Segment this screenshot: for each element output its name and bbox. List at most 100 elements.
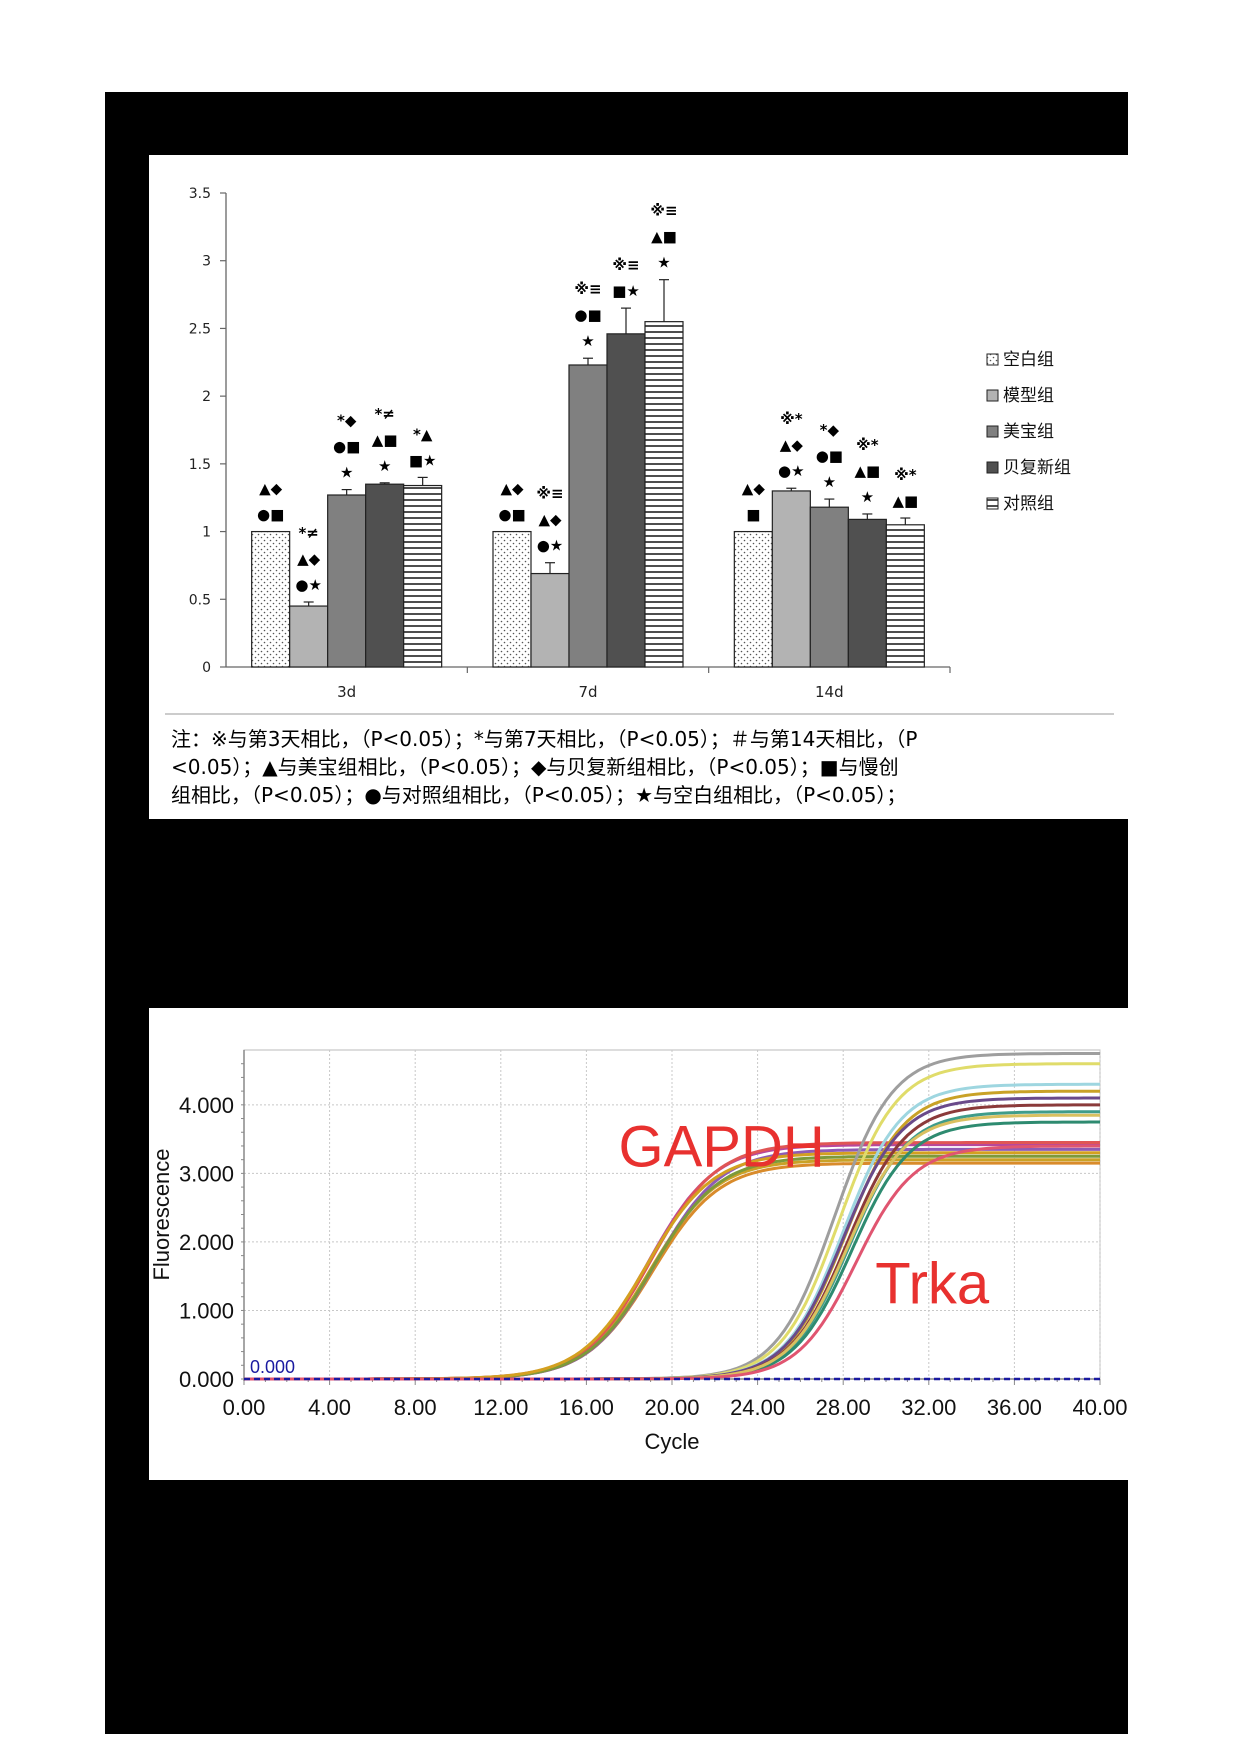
significance-mark: ●★ <box>778 462 805 480</box>
y-tick-label: 3 <box>202 254 211 270</box>
legend-swatch <box>986 425 999 438</box>
significance-mark: ※≡ <box>536 485 563 503</box>
significance-mark: ●■ <box>816 447 843 465</box>
y-tick-label: 1.000 <box>179 1298 234 1323</box>
legend-entry: 美宝组 <box>1003 422 1054 442</box>
significance-mark: ★ <box>657 254 670 272</box>
significance-mark: ▲■ <box>372 431 398 449</box>
significance-mark: ▲◆ <box>500 480 524 498</box>
y-tick-label: 4.000 <box>179 1093 234 1118</box>
bar <box>289 605 329 668</box>
significance-mark: ※* <box>894 466 917 484</box>
significance-mark: ■★ <box>409 451 437 469</box>
legend-swatch <box>986 497 999 510</box>
legend-swatch <box>986 353 999 366</box>
bar <box>606 333 646 668</box>
legend-entry: 贝复新组 <box>1003 458 1071 478</box>
y-tick-label: 1.5 <box>189 457 211 473</box>
legend-swatch <box>986 389 999 402</box>
x-category-label: 14d <box>815 683 844 701</box>
significance-mark: *≠ <box>298 524 318 542</box>
bar <box>365 483 405 668</box>
x-category-label: 7d <box>578 683 597 701</box>
bar <box>847 518 887 668</box>
legend-entry: 空白组 <box>1003 350 1054 370</box>
bar <box>530 572 570 668</box>
y-tick-label: 3.000 <box>179 1161 234 1186</box>
bar <box>733 530 773 668</box>
pcr-chart-panel: 0.00 4.00 8.00 12.00 16.00 20.00 24.00 28.00 32.… <box>149 1008 1128 1480</box>
significance-mark: ▲◆ <box>259 480 283 498</box>
x-tick-label: 0.00 <box>223 1395 266 1420</box>
y-tick-label: 2 <box>202 389 211 405</box>
y-tick-label: 0.000 <box>179 1367 234 1392</box>
significance-mark: ●■ <box>333 438 360 456</box>
x-axis-label: Cycle <box>644 1429 699 1454</box>
significance-mark: ★ <box>861 488 874 506</box>
significance-mark: ※≡ <box>612 256 639 274</box>
significance-mark: ▲◆ <box>742 480 766 498</box>
y-tick-label: 1 <box>202 525 211 541</box>
x-tick-label: 28.00 <box>816 1395 871 1420</box>
x-tick-label: 24.00 <box>730 1395 785 1420</box>
y-tick-label: 0 <box>202 660 211 676</box>
legend-swatch <box>986 461 999 474</box>
bar <box>251 530 291 668</box>
note-line-3: 组相比，（P<0.05）；●与对照组相比，（P<0.05）；★与空白组相比，（P… <box>171 783 907 807</box>
significance-mark: ▲■ <box>892 492 918 510</box>
bar <box>568 364 608 668</box>
legend-entry: 对照组 <box>1003 494 1054 514</box>
significance-mark: ●■ <box>574 306 601 324</box>
significance-mark: *◆ <box>820 421 840 439</box>
x-tick-label: 16.00 <box>559 1395 614 1420</box>
significance-mark: ●★ <box>295 576 322 594</box>
x-tick-label: 12.00 <box>473 1395 528 1420</box>
x-category-label: 3d <box>337 683 356 701</box>
y-axis-label: Fluorescence <box>149 1148 174 1280</box>
x-tick-label: 36.00 <box>987 1395 1042 1420</box>
curve-label: GAPDH <box>619 1115 825 1180</box>
significance-mark: ●■ <box>257 506 284 524</box>
significance-mark: ■★ <box>612 282 640 300</box>
x-tick-label: 8.00 <box>394 1395 437 1420</box>
significance-mark: ▲◆ <box>297 550 321 568</box>
significance-mark: ★ <box>823 473 836 491</box>
significance-mark: ※* <box>856 436 879 454</box>
significance-mark: *▲ <box>413 425 433 443</box>
curve-label: Trka <box>875 1252 990 1317</box>
significance-mark: ▲■ <box>651 228 677 246</box>
y-tick-label: 2.5 <box>189 321 211 337</box>
y-tick-label: 3.5 <box>189 186 211 202</box>
legend-entry: 模型组 <box>1003 386 1054 406</box>
significance-mark: ★ <box>581 332 594 350</box>
bar <box>327 494 367 668</box>
x-tick-label: 40.00 <box>1072 1395 1127 1420</box>
bar-chart-panel: 0 0.5 1 1.5 2 2.5 3 3.5 3d ●■ ▲◆ ●★ ▲◆ *≠ ★ ●■ *◆ ★ ▲■ *≠ ■★… <box>149 155 1128 819</box>
pcr-amplification-chart: 0.00 4.00 8.00 12.00 16.00 20.00 24.00 28.00 32.… <box>149 1049 1128 1454</box>
y-tick-label: 0.5 <box>189 592 211 608</box>
bar <box>403 484 443 668</box>
bar <box>809 506 849 668</box>
bar <box>885 524 925 668</box>
chart-note: 注：※与第3天相比，（P<0.05）；*与第7天相比，（P<0.05）；＃与第1… <box>171 725 1111 809</box>
significance-mark: ★ <box>340 464 353 482</box>
significance-mark: ▲■ <box>854 462 880 480</box>
bar <box>771 490 811 668</box>
bar <box>492 530 532 668</box>
significance-mark: ●★ <box>537 537 564 555</box>
significance-mark: *≠ <box>374 405 394 423</box>
significance-mark: ※≡ <box>574 280 601 298</box>
significance-mark: ■ <box>746 506 760 524</box>
significance-mark: ●■ <box>498 506 525 524</box>
significance-mark: *◆ <box>337 412 357 430</box>
threshold-label: 0.000 <box>250 1357 295 1377</box>
significance-mark: ▲◆ <box>538 511 562 529</box>
x-tick-label: 4.00 <box>308 1395 351 1420</box>
y-tick-label: 2.000 <box>179 1230 234 1255</box>
significance-mark: ▲◆ <box>780 436 804 454</box>
x-tick-label: 32.00 <box>901 1395 956 1420</box>
bar <box>644 321 684 668</box>
note-line-2: <0.05）；▲与美宝组相比，（P<0.05）；◆与贝复新组相比，（P<0.05… <box>171 755 899 779</box>
significance-mark: ※* <box>780 410 803 428</box>
x-tick-label: 20.00 <box>644 1395 699 1420</box>
